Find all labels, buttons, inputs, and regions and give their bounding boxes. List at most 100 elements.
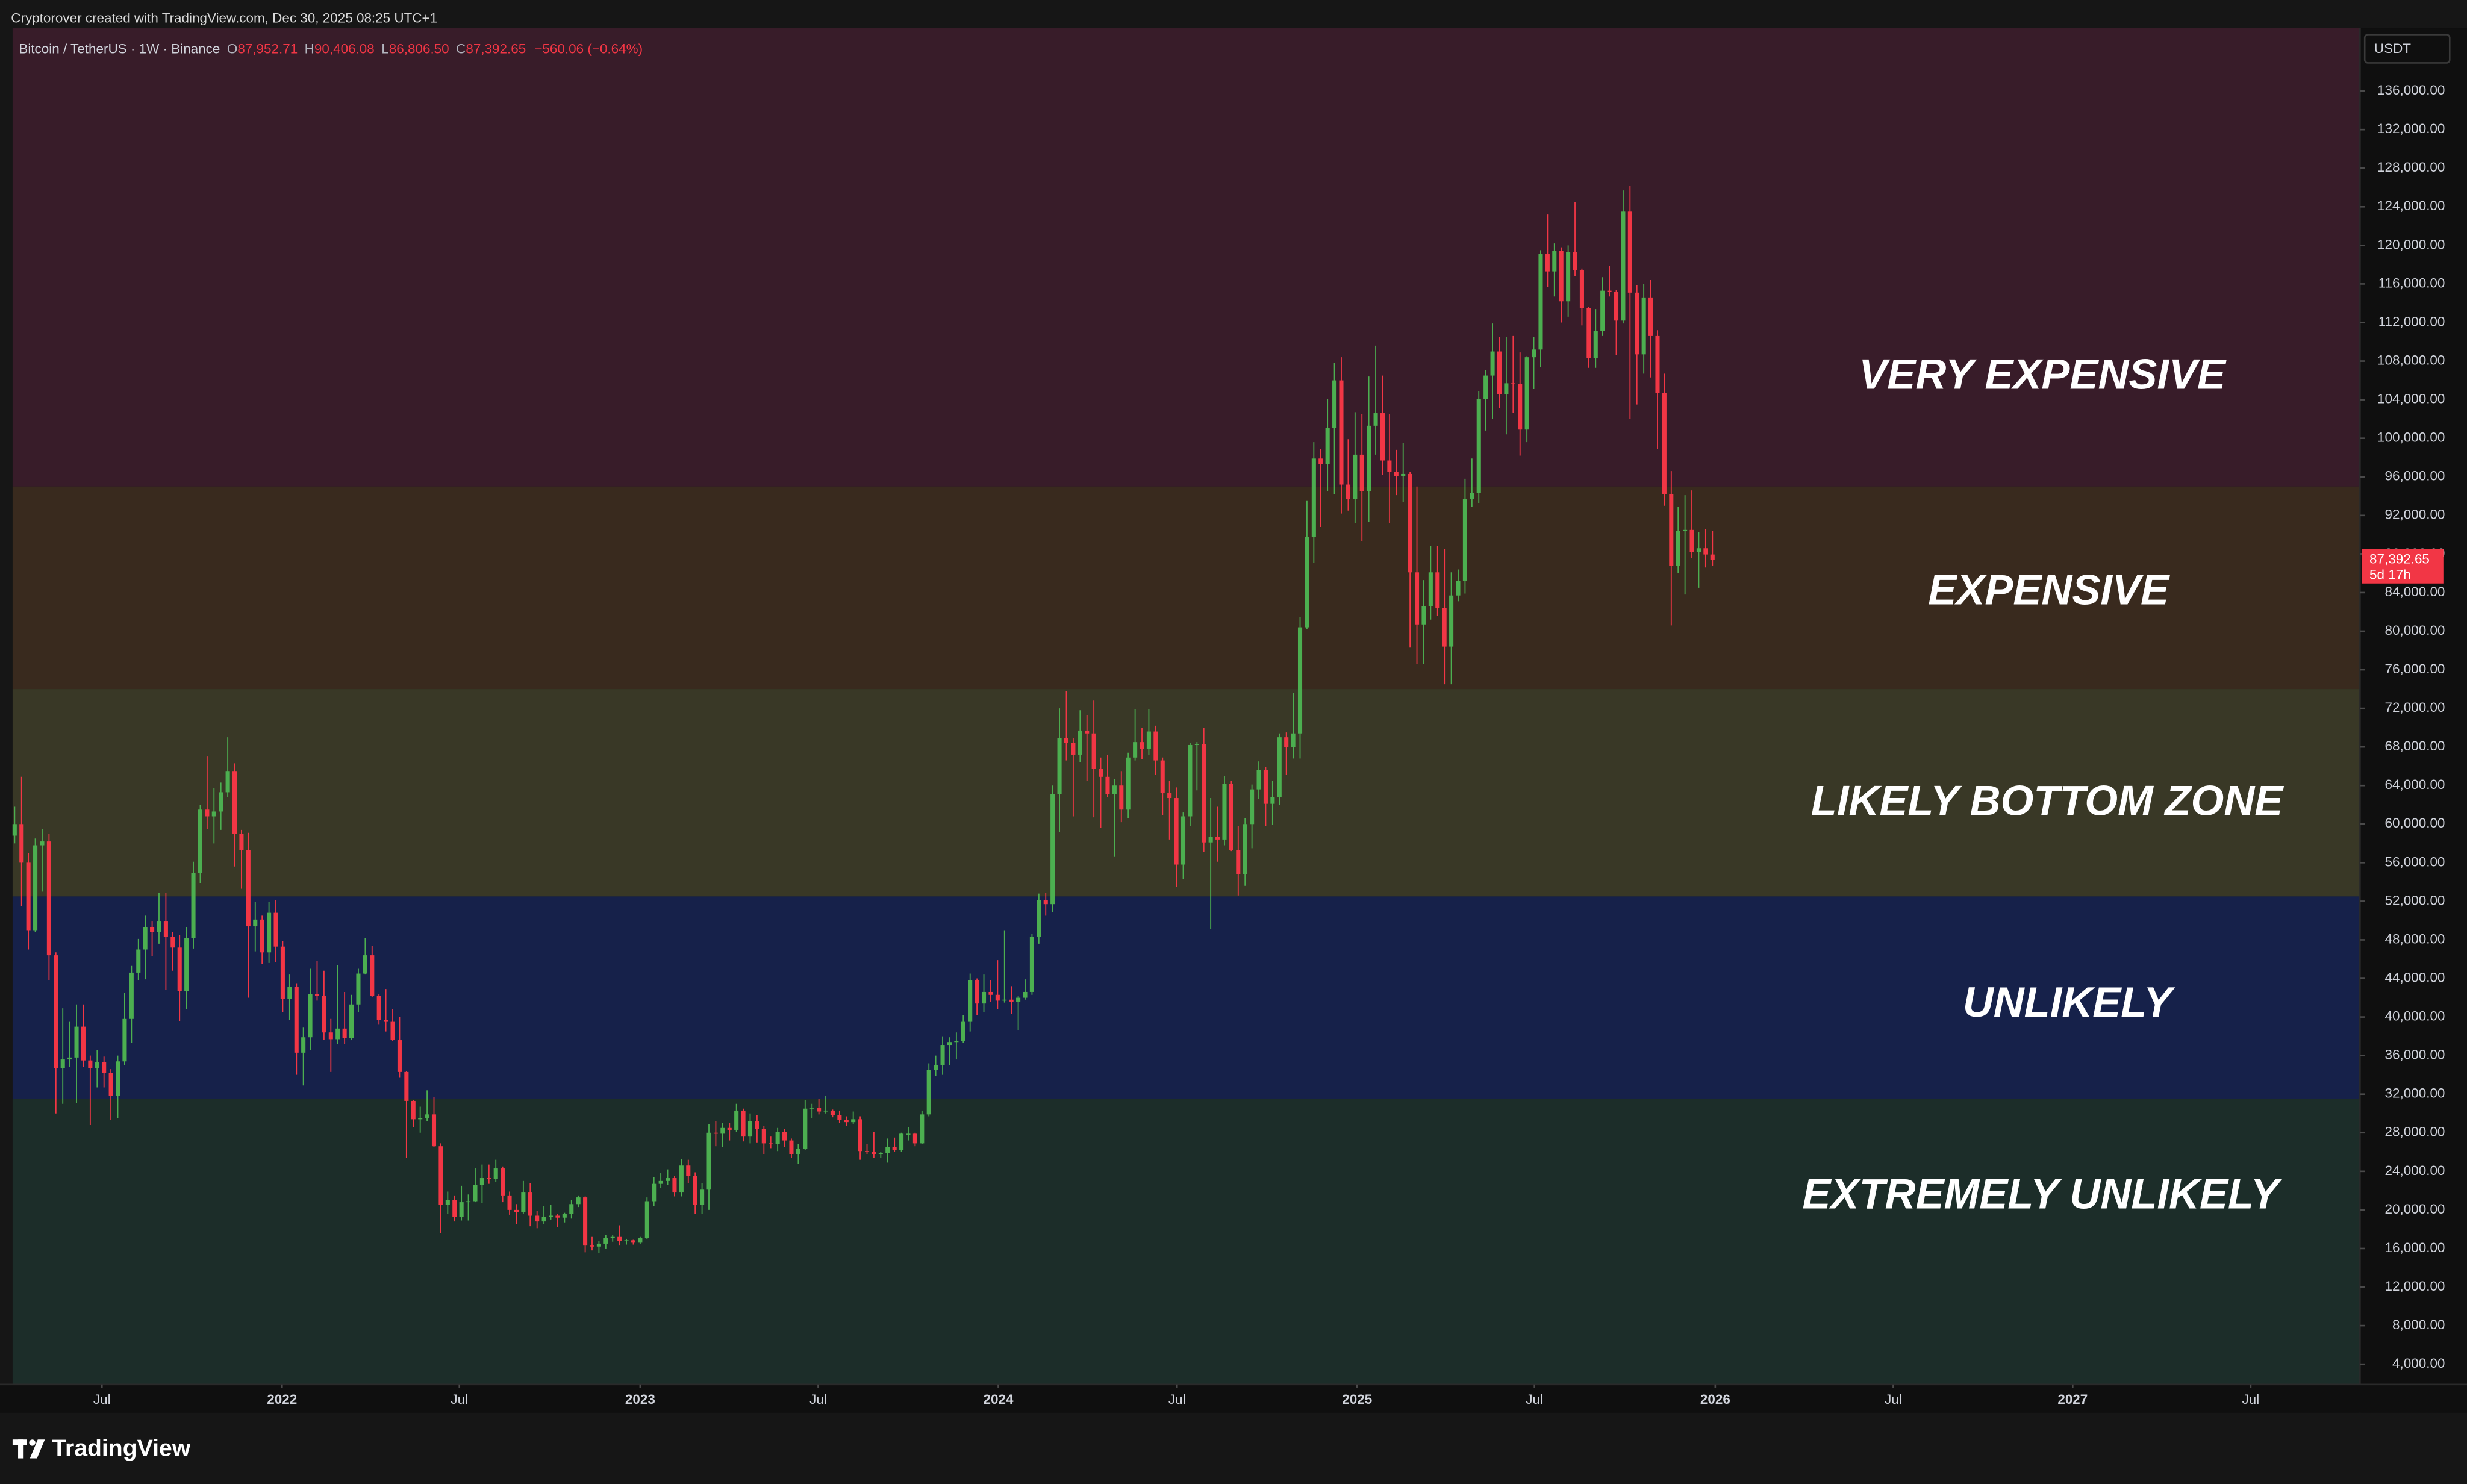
candle-body	[782, 1132, 787, 1141]
candle-body	[541, 1217, 546, 1222]
candle-body	[1105, 776, 1110, 794]
candle-body	[88, 1060, 93, 1068]
candle-body	[878, 1153, 883, 1155]
candle-body	[809, 1108, 814, 1109]
candle-body	[1538, 254, 1543, 350]
candle-body	[1250, 789, 1255, 825]
candle-body	[1002, 999, 1007, 1001]
candle-body	[830, 1110, 835, 1115]
candle-body	[1133, 742, 1138, 758]
candle-body	[555, 1215, 560, 1218]
candle-body	[652, 1183, 657, 1202]
candle-body	[796, 1149, 800, 1155]
y-tick-label: 12,000.00	[2385, 1279, 2445, 1294]
candle-body	[198, 809, 203, 873]
candle-body	[1332, 380, 1337, 428]
y-tick-label: 36,000.00	[2385, 1047, 2445, 1062]
candle-body	[12, 824, 17, 836]
candle-body	[1091, 733, 1096, 769]
currency: USDT	[2374, 41, 2411, 56]
candle-body	[1614, 292, 1619, 321]
y-tick-label: 120,000.00	[2377, 237, 2445, 252]
candle-body	[803, 1108, 808, 1150]
candle-body	[995, 994, 1000, 1001]
candle-body	[67, 1057, 72, 1060]
candle-body	[713, 1132, 718, 1134]
candle-body	[1153, 731, 1158, 761]
zone	[12, 689, 2360, 897]
candle-body	[40, 841, 45, 846]
candle-body	[603, 1238, 608, 1244]
candle-body	[1476, 399, 1481, 493]
zone	[12, 486, 2360, 690]
candle-body	[1180, 816, 1186, 865]
currency-box	[2363, 34, 2451, 64]
logo-dot	[29, 1439, 36, 1446]
y-tick-label: 104,000.00	[2377, 391, 2445, 407]
candle-body	[1648, 297, 1653, 336]
candle-body	[363, 955, 367, 974]
y-tick-label: 28,000.00	[2385, 1124, 2445, 1140]
x-tick-label: Jul	[1885, 1392, 1902, 1407]
candle-body	[912, 1133, 917, 1144]
candle-body	[644, 1201, 649, 1238]
candle-body	[1263, 770, 1268, 804]
y-tick-label: 44,000.00	[2385, 970, 2445, 985]
candle-body	[232, 771, 237, 834]
candle-body	[864, 1151, 870, 1152]
candle-body	[260, 919, 264, 953]
candle-body	[665, 1178, 670, 1181]
candle-body	[1518, 384, 1523, 430]
candle-body	[1215, 837, 1220, 840]
candle-body	[397, 1040, 402, 1072]
candle-body	[1188, 744, 1193, 817]
y-tick-label: 20,000.00	[2385, 1202, 2445, 1217]
candle-body	[775, 1132, 780, 1144]
y-tick-label: 96,000.00	[2385, 469, 2445, 484]
candle-body	[1579, 270, 1584, 308]
legend-key: O	[227, 41, 237, 56]
candle-body	[686, 1165, 691, 1176]
candle-body	[225, 771, 230, 793]
y-tick-label: 92,000.00	[2385, 507, 2445, 522]
candle-body	[342, 1028, 347, 1038]
candle-body	[1600, 290, 1605, 331]
candle-body	[638, 1238, 643, 1243]
candle-body	[1284, 737, 1289, 747]
legend-change: −560.06 (−0.64%)	[534, 41, 643, 56]
candle-body	[1532, 349, 1536, 358]
candle-body	[610, 1236, 615, 1238]
candle-body	[1050, 794, 1055, 905]
candle-body	[1428, 572, 1433, 606]
candle-body	[1078, 730, 1082, 755]
candle-body	[596, 1243, 601, 1247]
candle-body	[741, 1110, 746, 1137]
y-tick-label: 112,000.00	[2378, 314, 2445, 329]
y-tick-label: 128,000.00	[2377, 160, 2445, 175]
candle-body	[211, 811, 216, 817]
x-tick-label: 2027	[2057, 1392, 2088, 1407]
candle-body	[294, 987, 299, 1053]
candle-body	[108, 1073, 113, 1096]
zone-label: VERY EXPENSIVE	[1859, 351, 2227, 398]
y-tick-label: 16,000.00	[2385, 1240, 2445, 1255]
candle-body	[899, 1133, 904, 1150]
candle-body	[239, 834, 244, 850]
y-tick-label: 40,000.00	[2385, 1009, 2445, 1024]
candle-body	[479, 1178, 484, 1185]
candle-body	[727, 1127, 732, 1130]
candle-body	[1373, 413, 1378, 426]
candle-body	[1202, 744, 1206, 843]
candle-body	[473, 1185, 478, 1202]
zone-label: EXPENSIVE	[1928, 566, 2170, 613]
candle-body	[1504, 383, 1509, 394]
candle-body	[1662, 393, 1667, 494]
zones	[12, 28, 2360, 1385]
candle-body	[1573, 252, 1577, 271]
candle-body	[184, 938, 189, 991]
candle-body	[404, 1071, 409, 1101]
candle-body	[1311, 458, 1316, 537]
candle-body	[837, 1115, 842, 1120]
candle-body	[961, 1021, 965, 1041]
